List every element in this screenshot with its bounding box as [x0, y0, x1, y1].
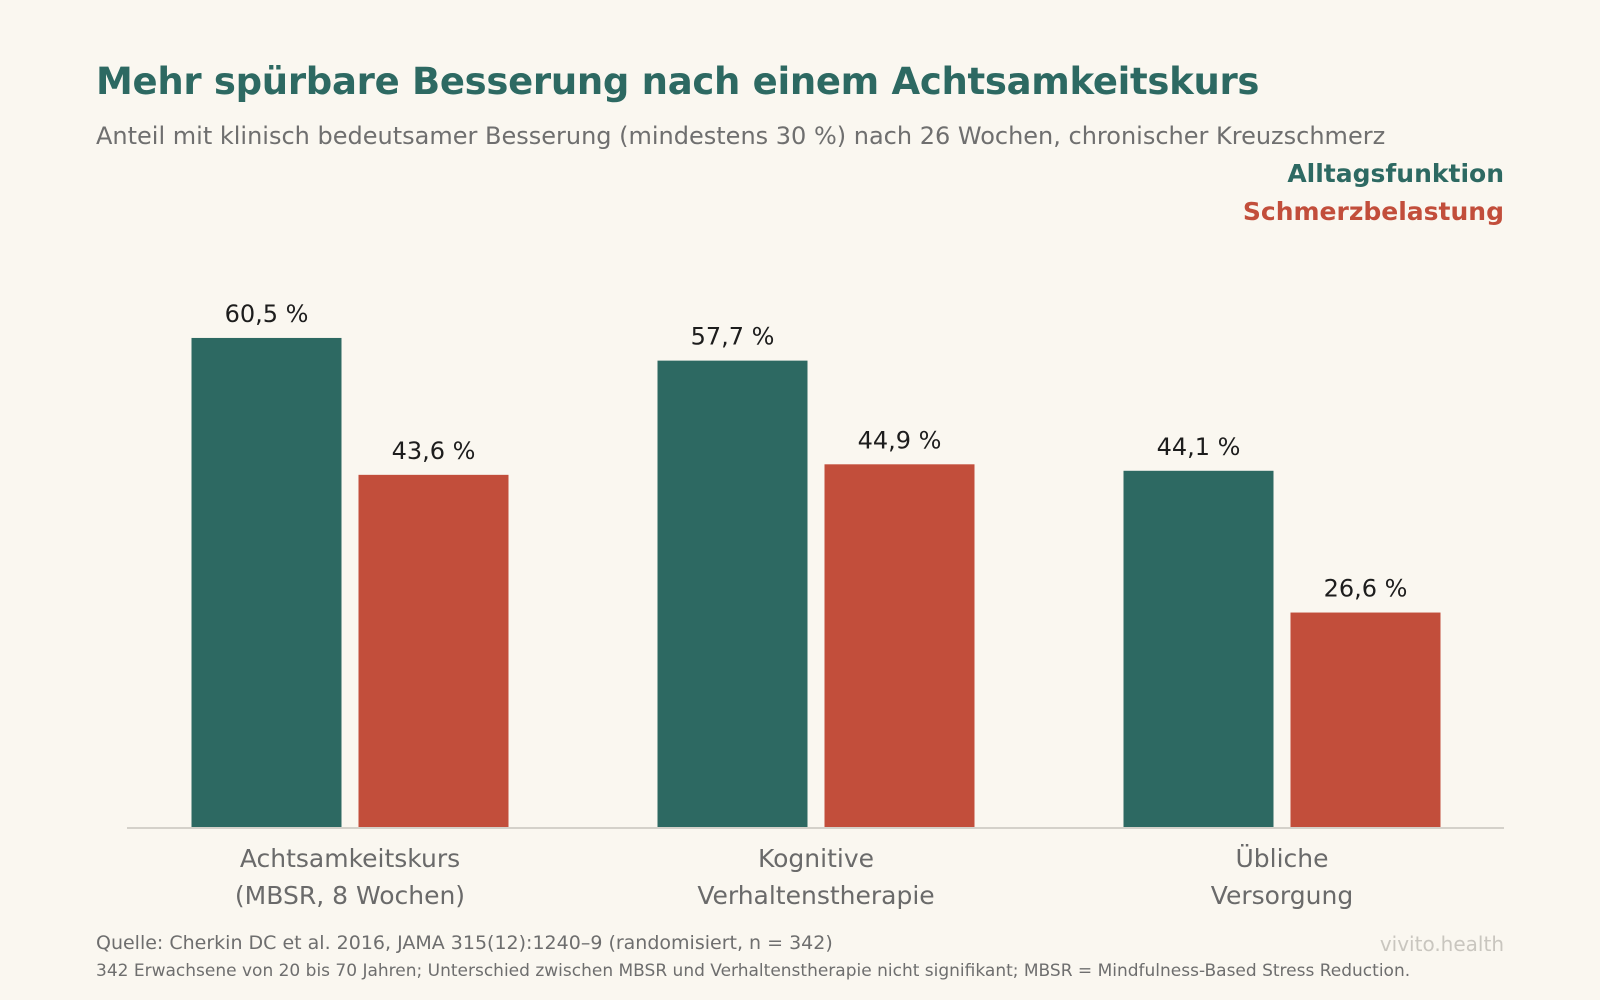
brand-logo-text: vivito.health [1379, 932, 1504, 956]
bar-schmerzbelastung-0 [358, 474, 509, 828]
footnote: 342 Erwachsene von 20 bis 70 Jahren; Unt… [96, 961, 1411, 981]
source-note: Quelle: Cherkin DC et al. 2016, JAMA 315… [96, 932, 833, 954]
bar-schmerzbelastung-2 [1290, 612, 1441, 828]
category-label-1-line-0: Kognitive [758, 844, 874, 873]
category-label-0-line-1: (MBSR, 8 Wochen) [235, 881, 465, 910]
data-label-alltagsfunktion-0: 60,5 % [225, 300, 309, 328]
data-label-schmerzbelastung-0: 43,6 % [392, 437, 476, 465]
bar-alltagsfunktion-0 [191, 337, 342, 828]
category-label-1-line-1: Verhaltenstherapie [697, 881, 934, 910]
legend-item-alltagsfunktion: Alltagsfunktion [1287, 159, 1504, 188]
chart-subtitle: Anteil mit klinisch bedeutsamer Besserun… [96, 122, 1386, 150]
bar-alltagsfunktion-2 [1123, 470, 1274, 828]
data-label-schmerzbelastung-2: 26,6 % [1324, 575, 1408, 603]
bar-alltagsfunktion-1 [657, 360, 808, 828]
category-label-2-line-0: Übliche [1235, 844, 1328, 873]
chart-title: Mehr spürbare Besserung nach einem Achts… [96, 60, 1260, 103]
legend: Alltagsfunktion Schmerzbelastung [1243, 155, 1504, 231]
data-label-alltagsfunktion-1: 57,7 % [691, 323, 775, 351]
data-label-alltagsfunktion-2: 44,1 % [1157, 433, 1241, 461]
category-label-2-line-1: Versorgung [1211, 881, 1353, 910]
data-label-schmerzbelastung-1: 44,9 % [858, 426, 942, 454]
category-label-0-line-0: Achtsamkeitskurs [240, 844, 460, 873]
bar-schmerzbelastung-1 [824, 464, 975, 828]
legend-item-schmerzbelastung: Schmerzbelastung [1242, 197, 1504, 226]
